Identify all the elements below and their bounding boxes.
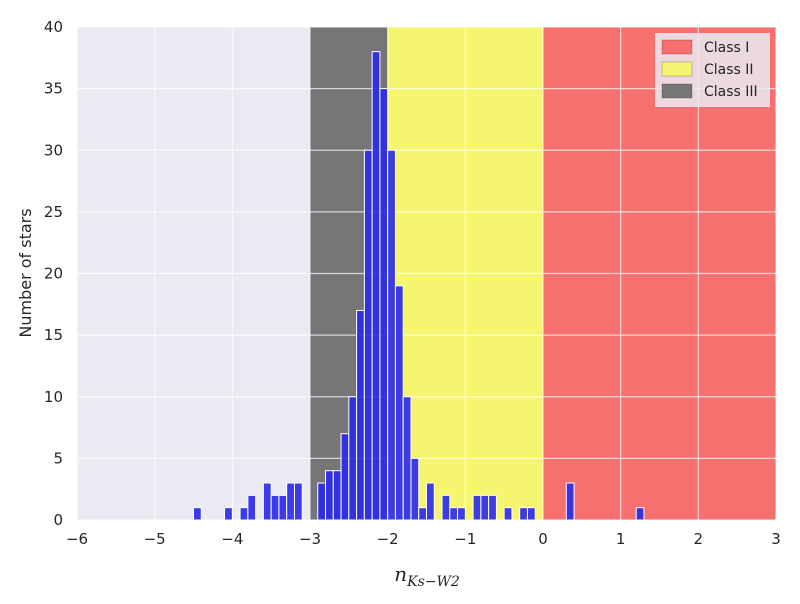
x-tick-label: 0 (538, 530, 548, 548)
histogram-bar (410, 457, 420, 521)
histogram-bar (332, 470, 342, 521)
x-tick-labels: −6 −5 −4 −3 −2 −1 0 1 2 3 (66, 530, 781, 548)
x-tick-label: −6 (66, 530, 88, 548)
histogram-bar (278, 494, 288, 521)
histogram-bar (193, 507, 202, 521)
legend-swatch (661, 83, 693, 99)
x-tick-label: 2 (694, 530, 704, 548)
histogram-bar (317, 482, 327, 521)
histogram-bar (565, 482, 575, 521)
y-tick-label: 35 (44, 80, 63, 98)
histogram-bar (402, 396, 412, 521)
y-tick-label: 40 (44, 18, 63, 36)
y-axis-label: Number of stars (16, 208, 35, 337)
histogram-bar (356, 309, 365, 521)
histogram-bar (418, 507, 428, 521)
histogram-bar (488, 494, 497, 521)
y-tick-labels: 0 5 10 15 20 25 30 35 40 (44, 18, 63, 529)
y-tick-label: 25 (44, 203, 63, 221)
histogram-bar (247, 494, 257, 521)
x-tick-label: −5 (144, 530, 166, 548)
histogram-bar (457, 507, 466, 521)
histogram-bar (526, 507, 536, 521)
x-axis-label-subscript: Ks−W2 (406, 574, 460, 590)
x-tick-label: −2 (377, 530, 399, 548)
histogram-bar (394, 285, 404, 521)
x-axis-label: nKs−W2 (394, 562, 460, 590)
legend-label: Class III (704, 84, 758, 100)
y-tick-label: 10 (44, 388, 63, 406)
histogram-bar (387, 149, 396, 521)
x-tick-label: −3 (299, 530, 321, 548)
histogram-bar (426, 482, 435, 521)
histogram-bar (472, 494, 482, 521)
histogram-bar (480, 494, 490, 521)
histogram-bar (441, 494, 451, 521)
legend-swatch (661, 61, 693, 77)
histogram-bar (379, 88, 389, 521)
histogram-bar (224, 507, 233, 521)
histogram-bar (286, 482, 295, 521)
y-tick-label: 0 (53, 511, 63, 529)
histogram-bar (503, 507, 513, 521)
y-tick-label: 15 (44, 326, 63, 344)
x-tick-label: 3 (771, 530, 781, 548)
histogram-bar (293, 482, 303, 521)
y-tick-label: 30 (44, 141, 63, 159)
histogram-bar (363, 149, 373, 521)
legend-label: Class II (704, 62, 754, 78)
x-tick-label: −4 (221, 530, 243, 548)
y-tick-label: 5 (53, 449, 63, 467)
histogram-bar (371, 51, 381, 521)
histogram-bar (519, 507, 528, 521)
histogram-bar (262, 482, 272, 521)
grid-lines (76, 26, 777, 521)
histogram-bars (193, 51, 645, 521)
histogram-bar (325, 470, 334, 521)
x-tick-label: 1 (616, 530, 626, 548)
histogram-bar (239, 507, 249, 521)
histogram-bar (449, 507, 459, 521)
histogram-bar (635, 507, 645, 521)
histogram-bar (340, 433, 350, 521)
x-axis-label-main: n (394, 562, 407, 586)
legend-swatch (661, 39, 693, 55)
histogram-bar (348, 396, 358, 521)
x-tick-label: −1 (454, 530, 476, 548)
histogram-bar (270, 494, 280, 521)
legend-label: Class I (704, 40, 749, 56)
y-tick-label: 20 (44, 265, 63, 283)
legend: Class I Class II Class III (655, 33, 770, 107)
